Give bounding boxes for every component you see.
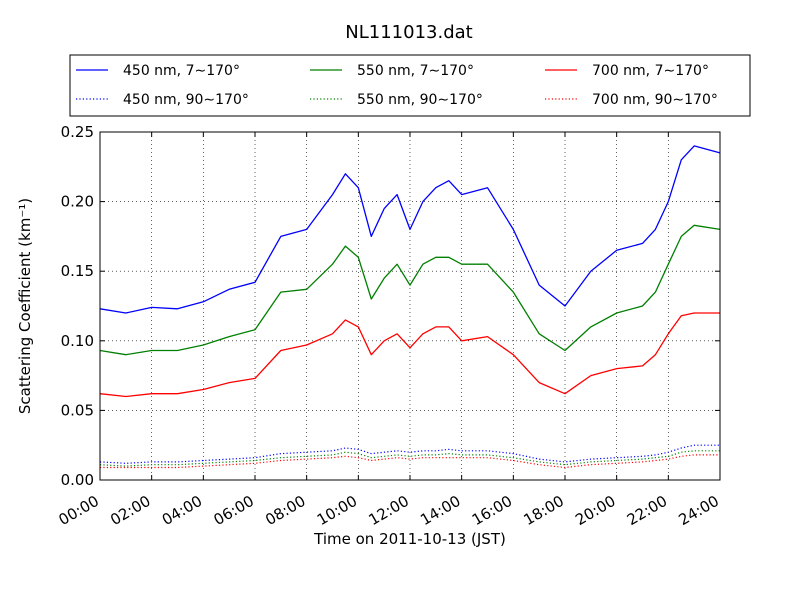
chart-title: NL111013.dat	[345, 22, 472, 43]
legend: 450 nm, 7∼170° 550 nm, 7∼170° 700 nm, 7∼17…	[69, 54, 751, 117]
legend-label: 550 nm, 7∼170°	[357, 63, 474, 79]
series-line	[99, 450, 720, 467]
y-tick-label: 0.15	[61, 262, 94, 280]
legend-label: 450 nm, 7∼170°	[123, 63, 240, 79]
y-axis-label: Scattering Coefficient (km⁻¹)	[16, 198, 34, 414]
series-line	[99, 145, 721, 314]
series-layer	[99, 145, 721, 469]
y-tick-label: 0.20	[61, 193, 94, 211]
legend-label: 700 nm, 90∼170°	[592, 92, 718, 108]
series-line	[100, 454, 720, 469]
y-tick-label: 0.05	[61, 401, 94, 419]
y-axis: 0.00 0.05 0.10 0.15 0.20 0.25	[61, 123, 720, 489]
legend-frame	[69, 54, 751, 117]
series-line	[99, 444, 720, 464]
y-tick-label: 0.10	[61, 332, 94, 350]
y-tick-label: 0.00	[61, 471, 94, 489]
legend-label: 550 nm, 90∼170°	[357, 92, 483, 108]
legend-label: 700 nm, 7∼170°	[592, 63, 709, 79]
series-line	[99, 224, 721, 356]
series-line	[99, 312, 720, 398]
x-axis-label: Time on 2011-10-13 (JST)	[313, 530, 506, 548]
y-tick-label: 0.25	[61, 123, 94, 141]
legend-label: 450 nm, 90∼170°	[123, 92, 249, 108]
